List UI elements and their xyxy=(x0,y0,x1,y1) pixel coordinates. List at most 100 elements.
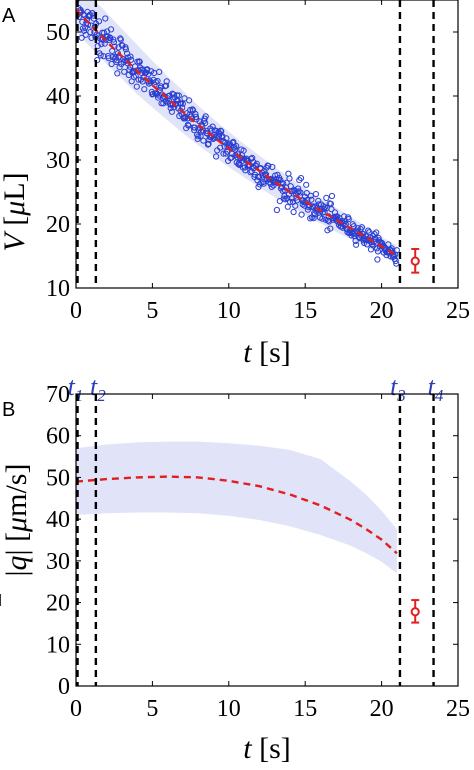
fit-line xyxy=(76,8,398,258)
data-point xyxy=(324,217,332,224)
data-point xyxy=(141,86,148,93)
time-marker-t4: t4 xyxy=(428,372,444,405)
confidence-band xyxy=(76,0,397,263)
data-point xyxy=(127,53,134,60)
data-point xyxy=(185,122,192,129)
data-point xyxy=(303,181,310,188)
y-tick-label: 20 xyxy=(46,591,70,617)
data-point xyxy=(107,26,115,33)
data-point xyxy=(87,28,94,36)
data-point xyxy=(287,198,294,205)
data-point xyxy=(355,233,362,240)
data-point xyxy=(393,260,400,267)
data-point xyxy=(246,162,253,169)
data-point xyxy=(122,46,130,53)
data-point xyxy=(268,183,275,190)
data-point xyxy=(283,179,290,186)
y-tick-label: 10 xyxy=(46,632,70,658)
x-tick-label: 5 xyxy=(146,696,158,722)
data-point xyxy=(353,241,360,248)
data-point xyxy=(78,34,85,41)
x-tick-label: 25 xyxy=(446,298,470,324)
data-point xyxy=(124,50,131,57)
data-point xyxy=(88,34,95,42)
axes: 0 5 10 15 20 25 0 10 20 30 40 50 60 70 xyxy=(46,382,470,722)
data-point xyxy=(284,195,291,202)
data-point xyxy=(136,58,143,66)
x-axis-label: t [s] xyxy=(243,336,291,369)
data-point xyxy=(269,177,276,184)
y-tick-label: 60 xyxy=(46,424,70,450)
data-point xyxy=(133,83,140,90)
data-point xyxy=(260,180,267,187)
data-point xyxy=(149,90,156,98)
y-tick-label: 0 xyxy=(58,674,70,700)
data-point xyxy=(197,133,204,140)
data-point xyxy=(265,162,272,169)
data-point xyxy=(374,248,381,255)
panel-label-b: B xyxy=(2,399,15,421)
error-point xyxy=(410,247,420,274)
data-point xyxy=(116,64,123,71)
panel-b: B 0 5 10 15 20 25 0 10 20 30 40 50 60 70 t [s] |q| [μ… xyxy=(0,382,470,765)
y-tick-label: 50 xyxy=(46,465,70,491)
data-point xyxy=(328,192,336,200)
data-point xyxy=(94,42,101,50)
y-tick-label: 20 xyxy=(46,212,70,238)
data-point xyxy=(82,31,89,38)
data-point xyxy=(110,36,117,43)
x-axis-label: t [s] xyxy=(243,732,291,765)
time-marker-t3: t3 xyxy=(390,372,406,405)
data-point xyxy=(326,218,333,225)
data-point xyxy=(312,191,319,198)
data-point xyxy=(269,163,276,171)
data-point xyxy=(298,211,305,218)
data-point xyxy=(249,163,256,170)
error-point xyxy=(410,599,420,624)
data-point xyxy=(297,175,305,182)
data-point xyxy=(352,237,359,245)
scatter-points xyxy=(76,0,400,267)
panel-a: A 0 5 10 15 20 25 10 20 30 40 50 t [s] V [μL] xyxy=(0,0,470,369)
data-point xyxy=(102,15,109,22)
data-point xyxy=(273,206,280,214)
data-point xyxy=(365,227,372,234)
data-point xyxy=(348,232,355,239)
data-point xyxy=(186,97,193,104)
data-point xyxy=(229,150,236,157)
plot-frame xyxy=(75,393,459,687)
data-point xyxy=(266,176,274,183)
data-point xyxy=(240,147,247,154)
data-point xyxy=(253,160,260,167)
data-point xyxy=(94,57,101,64)
x-tick-label: 5 xyxy=(146,298,158,324)
data-point xyxy=(154,77,161,85)
data-point xyxy=(215,133,222,140)
y-tick-label: 30 xyxy=(46,148,70,174)
data-point xyxy=(393,247,400,254)
data-point xyxy=(136,58,143,65)
data-point xyxy=(256,174,263,181)
data-point xyxy=(309,204,316,211)
data-point xyxy=(213,153,220,160)
data-point xyxy=(156,68,163,76)
data-point xyxy=(100,53,107,60)
data-point xyxy=(374,256,381,263)
x-tick-label: 0 xyxy=(70,696,82,722)
x-tick-label: 15 xyxy=(293,298,317,324)
data-point xyxy=(110,39,118,46)
mean-curve xyxy=(76,475,398,555)
time-marker-t1: t1 xyxy=(68,372,84,405)
data-point xyxy=(328,206,335,213)
data-point xyxy=(117,36,124,43)
data-point xyxy=(297,189,304,196)
data-point xyxy=(310,203,317,210)
svg-text:|q| [μm/s]: |q| [μm/s] xyxy=(0,464,33,577)
data-point xyxy=(249,154,256,161)
data-point xyxy=(114,70,121,77)
vertical-markers xyxy=(76,0,435,288)
data-point xyxy=(175,92,182,99)
y-axis-label: V [μL] xyxy=(0,172,31,251)
data-point xyxy=(87,22,95,29)
x-tick-label: 20 xyxy=(370,298,394,324)
